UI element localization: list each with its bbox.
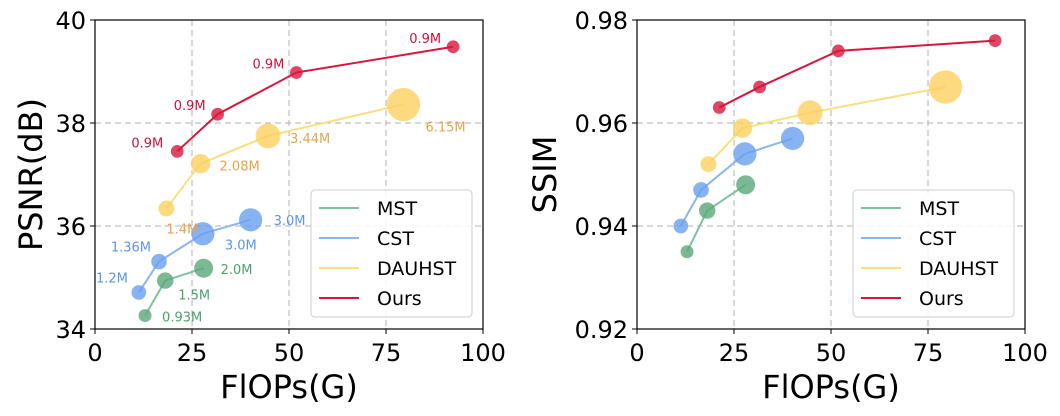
point-annotation: 2.08M — [220, 160, 260, 175]
data-point — [693, 182, 709, 198]
y-tick-label: 40 — [55, 7, 86, 35]
series-line-dauhst — [165, 103, 404, 210]
x-tick-label: 50 — [274, 339, 305, 367]
series-line-ours — [718, 39, 996, 109]
series-cst — [673, 126, 805, 234]
point-annotation: 1.5M — [178, 289, 210, 304]
chart-panel-1: 0.93M 1.5M 2.0M 1.2M 1.36M 3.0M 3.0M 1.4M 2.08M 3… — [12, 7, 506, 406]
y-tick-label: 34 — [55, 316, 86, 344]
data-point — [732, 118, 753, 138]
data-point — [138, 309, 152, 323]
data-point — [191, 222, 215, 246]
y-axis-label: PSNR(dB) — [12, 98, 50, 251]
point-annotation: 0.9M — [252, 58, 284, 73]
x-axis-label: FlOPs(G) — [220, 368, 358, 406]
legend: MST CST DAUHST Ours — [310, 189, 473, 318]
series-ours — [170, 40, 460, 158]
data-point — [446, 40, 460, 54]
y-tick-label: 0.98 — [575, 7, 628, 35]
point-annotation: 1.2M — [96, 271, 128, 286]
legend-label-ours: Ours — [919, 288, 964, 310]
series-cst — [131, 208, 263, 300]
data-point — [131, 285, 147, 300]
series-dauhst — [158, 87, 421, 217]
series-mst — [680, 175, 756, 259]
data-point — [753, 80, 766, 94]
y-tick-label: 38 — [55, 110, 86, 138]
data-point — [158, 200, 175, 217]
y-tick-label: 0.94 — [575, 213, 628, 241]
series-ours — [712, 34, 1002, 114]
data-point — [194, 258, 214, 278]
data-point — [736, 175, 756, 195]
y-tick-label: 0.96 — [575, 110, 628, 138]
chart-panel-2: 0 25 50 75 100 0.92 0.94 0.96 0.98 FlOPs(G) SSIM MS… — [526, 7, 1048, 406]
point-annotation: 3.0M — [274, 214, 306, 229]
legend-label-cst: CST — [377, 228, 414, 250]
data-point — [988, 34, 1002, 47]
series-line-cst — [679, 137, 793, 227]
data-point — [211, 107, 224, 121]
data-point — [238, 208, 263, 232]
x-tick-label: 100 — [1002, 339, 1048, 367]
legend-box — [852, 189, 1015, 318]
x-tick-label: 0 — [87, 339, 102, 367]
data-point — [832, 44, 845, 58]
data-point — [780, 126, 805, 151]
x-axis-label: FlOPs(G) — [762, 368, 900, 406]
series-line-cst — [138, 218, 251, 293]
series-line-ours — [176, 45, 454, 153]
y-tick-label: 0.92 — [575, 316, 628, 344]
point-annotation: 1.36M — [111, 241, 151, 256]
x-tick-label: 75 — [913, 339, 944, 367]
x-tick-label: 25 — [177, 339, 208, 367]
point-annotation: 2.0M — [221, 263, 253, 278]
x-tick-label: 75 — [371, 339, 402, 367]
legend-label-cst: CST — [919, 228, 956, 250]
data-point — [673, 218, 689, 234]
x-tick-label: 50 — [816, 339, 847, 367]
x-tick-label: 100 — [460, 339, 506, 367]
legend: MST CST DAUHST Ours — [852, 189, 1015, 318]
data-point — [928, 70, 963, 104]
legend-box — [310, 189, 473, 318]
y-tick-label: 36 — [55, 213, 86, 241]
point-annotation: 0.9M — [409, 32, 441, 47]
data-point — [386, 87, 421, 122]
data-point — [151, 253, 167, 270]
legend-label-dauhst: DAUHST — [377, 258, 457, 280]
y-axis-label: SSIM — [526, 136, 564, 214]
legend-label-ours: Ours — [377, 288, 422, 310]
data-point — [733, 142, 757, 166]
data-point — [699, 202, 716, 219]
data-point — [700, 156, 717, 173]
data-point — [170, 144, 184, 158]
x-tick-label: 25 — [719, 339, 750, 367]
series-line-dauhst — [707, 85, 946, 165]
legend-label-mst: MST — [377, 198, 417, 220]
data-point — [797, 100, 823, 126]
data-point — [157, 272, 174, 289]
legend-label-mst: MST — [919, 198, 959, 220]
point-annotation: 3.0M — [225, 239, 257, 254]
data-point — [712, 101, 726, 114]
x-tick-label: 0 — [629, 339, 644, 367]
series-mst — [138, 258, 214, 323]
point-annotation: 0.9M — [131, 136, 163, 151]
point-annotation: 0.9M — [174, 99, 206, 114]
data-point — [190, 154, 211, 174]
data-point — [255, 123, 281, 149]
data-point — [290, 66, 303, 79]
series-dauhst — [700, 70, 963, 173]
point-annotation: 1.4M — [166, 222, 198, 237]
legend-label-dauhst: DAUHST — [919, 258, 999, 280]
data-point — [680, 245, 694, 259]
point-annotation: 6.15M — [425, 120, 465, 135]
point-annotation: 3.44M — [290, 132, 330, 147]
point-annotation: 0.93M — [162, 311, 202, 326]
